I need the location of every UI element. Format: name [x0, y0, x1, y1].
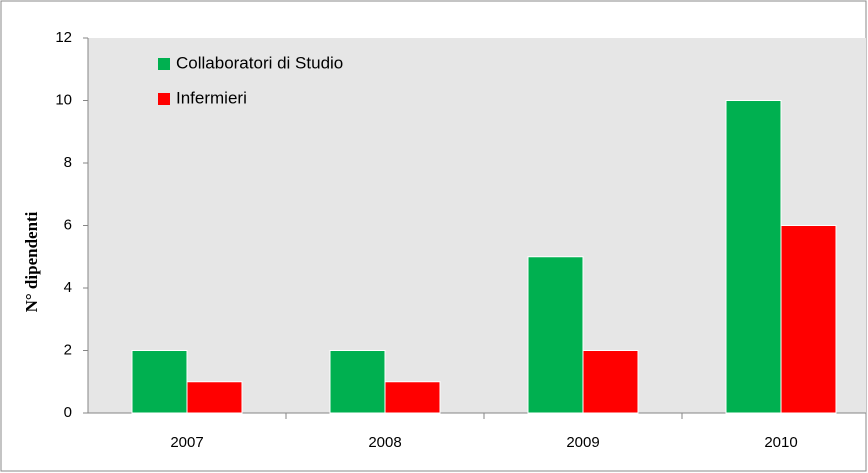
x-tick-label: 2007 [170, 434, 203, 451]
bar [186, 381, 243, 414]
y-tick-label: 12 [55, 29, 72, 46]
bar [780, 225, 837, 414]
y-tick-label: 2 [64, 341, 72, 358]
y-tick-label: 10 [55, 91, 72, 108]
y-tick-label: 0 [64, 404, 72, 421]
legend-label: Infermieri [176, 88, 247, 107]
plot [87, 38, 866, 419]
bar [384, 381, 441, 414]
bar [582, 350, 639, 414]
bar [131, 350, 188, 414]
bar [527, 256, 584, 414]
legend-label: Collaboratori di Studio [176, 53, 343, 72]
bar [725, 100, 782, 414]
bar [329, 350, 386, 414]
y-tick-label: 8 [64, 154, 72, 171]
x-tick-label: 2009 [566, 434, 599, 451]
x-tick-label: 2010 [764, 434, 797, 451]
y-tick-label: 6 [64, 216, 72, 233]
y-tick-label: 4 [64, 279, 72, 296]
legend-swatch [158, 58, 170, 70]
y-axis-label: N° dipendenti [22, 211, 41, 312]
legend-swatch [158, 93, 170, 105]
x-tick-label: 2008 [368, 434, 401, 451]
